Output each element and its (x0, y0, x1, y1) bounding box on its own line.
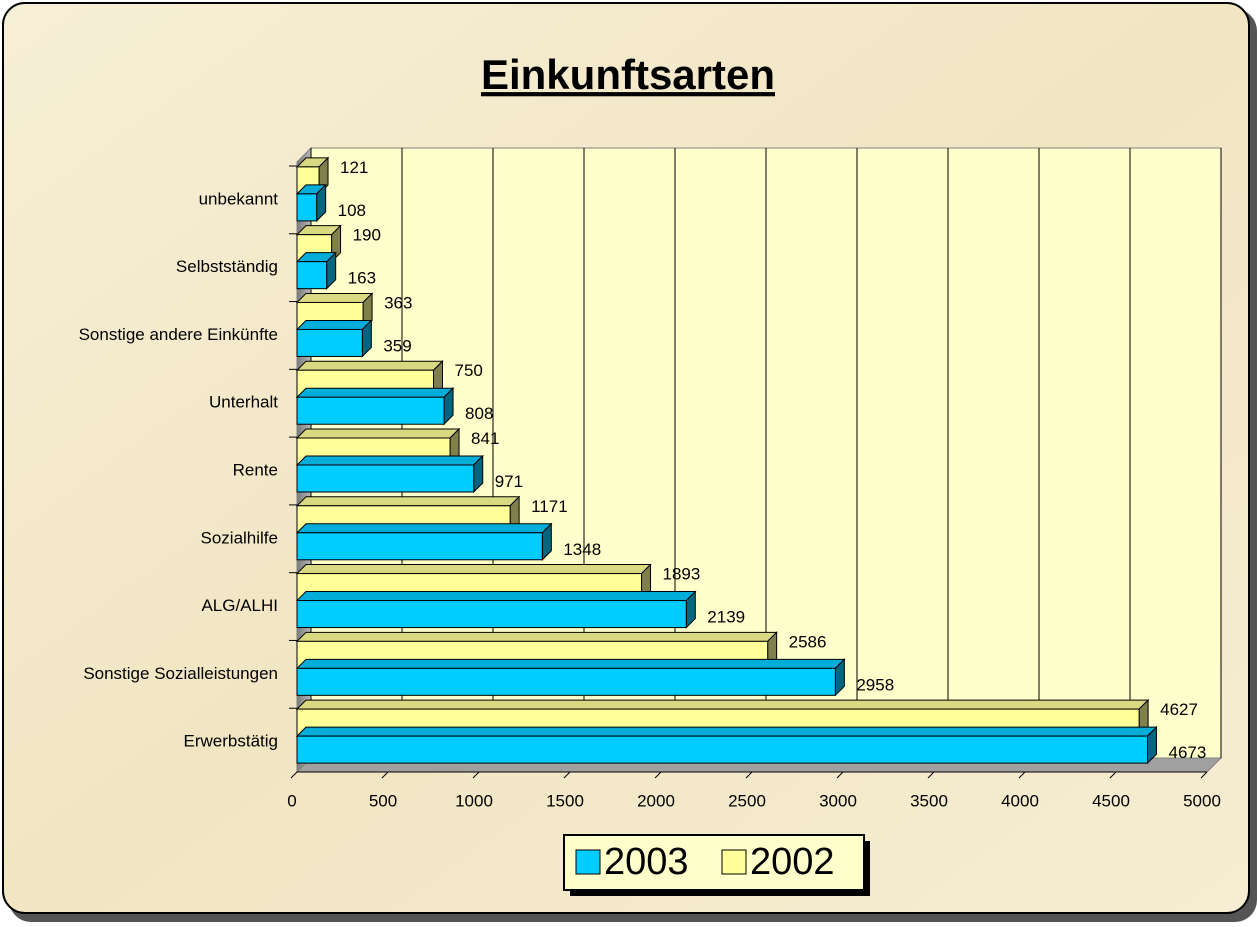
bar-front (296, 328, 363, 357)
x-tick-label: 0 (287, 791, 296, 810)
legend-box (563, 834, 865, 891)
value-label: 1893 (663, 565, 701, 584)
legend: 2003 2002 (563, 834, 870, 896)
bar-top (295, 496, 521, 507)
x-tick (836, 771, 844, 779)
y-tick-label: unbekannt (199, 189, 279, 208)
x-tick (1200, 771, 1208, 779)
value-label: 4627 (1160, 700, 1198, 719)
bar-top (295, 658, 846, 669)
x-tick (745, 771, 753, 779)
x-tick (927, 771, 935, 779)
bar-top (295, 292, 374, 303)
value-label: 108 (338, 201, 366, 220)
value-label: 1171 (531, 497, 568, 516)
bar-front (296, 667, 836, 696)
x-tick (290, 771, 298, 779)
chart-title: Einkunftsarten (481, 51, 775, 98)
bar-top (295, 699, 1150, 710)
x-tick (381, 771, 389, 779)
value-label: 750 (455, 361, 483, 380)
value-label: 971 (495, 472, 523, 491)
x-tick-label: 1000 (455, 791, 493, 810)
y-tick-label: Unterhalt (209, 393, 278, 412)
bar-front (296, 735, 1148, 764)
x-tick-label: 1500 (546, 791, 584, 810)
y-tick-label: Erwerbstätig (184, 732, 278, 751)
x-tick-label: 2500 (728, 791, 766, 810)
bar-top (295, 360, 444, 371)
bar-front (296, 261, 328, 290)
value-label: 1348 (563, 540, 601, 559)
value-label: 808 (465, 404, 493, 423)
legend-swatch (721, 849, 747, 875)
legend-label: 2002 (750, 841, 835, 883)
x-tick (472, 771, 480, 779)
value-label: 841 (471, 429, 499, 448)
bar (295, 658, 846, 697)
x-tick (1018, 771, 1026, 779)
bar (295, 454, 484, 494)
x-tick-label: 3000 (819, 791, 857, 810)
bar (295, 319, 373, 358)
x-tick-label: 500 (369, 791, 397, 810)
bar-top (295, 591, 697, 602)
x-tick (654, 771, 662, 779)
value-label: 4673 (1168, 743, 1206, 762)
bar-front (296, 532, 543, 561)
y-tick-label: Sonstige Sozialleistungen (83, 664, 278, 683)
bar-front (296, 600, 687, 629)
y-tick-label: Sonstige andere Einkünfte (79, 325, 278, 344)
legend-label: 2003 (604, 841, 689, 883)
y-tick-label: Sozialhilfe (201, 528, 279, 547)
bar (295, 251, 337, 290)
value-label: 359 (383, 336, 411, 355)
y-tick-label: ALG/ALHI (201, 596, 278, 615)
bar-front (296, 464, 475, 493)
bar-top (295, 726, 1158, 737)
bar-top (295, 428, 461, 439)
bar (295, 725, 1158, 765)
y-tick-label: Selbstständig (176, 257, 278, 276)
y-tick-label: Rente (233, 460, 278, 479)
value-label: 363 (384, 293, 412, 312)
bar (295, 522, 553, 561)
x-tick-label: 2000 (637, 791, 675, 810)
bar-top (295, 387, 455, 398)
bar-top (295, 523, 553, 534)
x-tick-label: 4000 (1001, 791, 1039, 810)
bar (295, 590, 697, 629)
bar-top (295, 564, 652, 575)
bar (295, 387, 455, 426)
value-label: 2586 (789, 632, 827, 651)
value-label: 121 (340, 158, 368, 177)
x-tick-label: 3500 (910, 791, 948, 810)
bar-top (295, 319, 373, 330)
value-label: 2958 (856, 675, 894, 694)
value-label: 190 (353, 226, 381, 245)
bar-top (295, 455, 484, 466)
x-tick (1109, 771, 1117, 779)
bar (295, 183, 327, 223)
bar-front (296, 396, 445, 425)
value-label: 2139 (707, 608, 745, 627)
x-tick-label: 4500 (1092, 791, 1130, 810)
bar-top (295, 631, 778, 642)
x-tick (563, 771, 571, 779)
legend-swatch (575, 849, 601, 875)
bar-front (296, 193, 318, 222)
value-label: 163 (348, 269, 376, 288)
x-tick-label: 5000 (1183, 791, 1221, 810)
